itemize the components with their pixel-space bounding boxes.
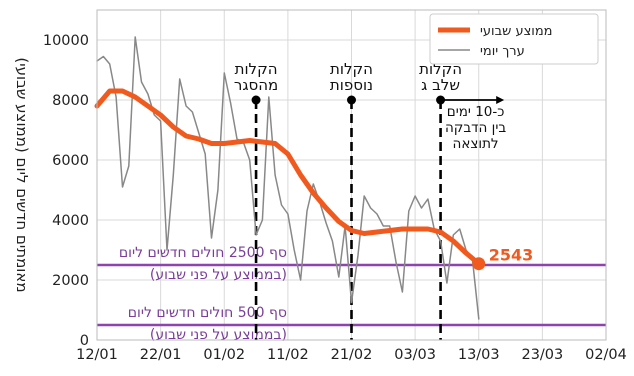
arrow-note-label: בין הדבקה [445,120,506,136]
end-point-marker [472,257,486,271]
event-marker [347,95,356,105]
y-tick-label: 8000 [52,93,89,109]
event-label: הקלות [235,60,278,78]
y-axis-label: מאומתים חדשים ליום (ממוצע שבועי) [13,57,31,292]
y-tick-label: 0 [80,333,89,349]
event-label: הקלות [330,60,373,78]
x-tick-label: 22/01 [140,347,182,363]
threshold-label: סף 500 חולים חדשים ליום [128,305,287,321]
threshold-lines: סף 2500 חולים חדשים ליום (בממוצע על פני ש… [97,245,606,343]
threshold-sublabel: (בממוצע על פני שבוע) [150,267,287,283]
y-tick-label: 6000 [52,153,89,169]
weekly-average-line [94,88,482,267]
event-marker [251,95,261,105]
event-label: נוספות [330,76,373,94]
series-lines [94,36,482,320]
x-tick-label: 01/02 [203,347,245,363]
threshold-label: סף 2500 חולים חדשים ליום [119,245,287,261]
x-tick-label: 11/02 [267,347,309,363]
x-tick-label: 21/02 [331,347,373,363]
legend-entry: ממוצע שבועי [480,24,553,39]
axes: 12/01 22/01 01/02 11/02 21/02 03/03 13/03 23/03… [13,9,627,363]
event-label: שלב ג [421,76,460,94]
daily-value-line [96,36,480,320]
arrow-note-label: לתוצאה [453,136,499,152]
end-point-label: 2543 [489,246,534,265]
event-label: מהסגר [234,76,278,94]
threshold-sublabel: (בממוצע על פני שבוע) [150,327,287,343]
legend-entry: ערך יומי [480,44,525,59]
x-tick-label: 13/03 [458,347,500,363]
event-lines [251,95,446,340]
legend-box [429,13,599,65]
plot-frame [96,9,607,341]
x-tick-label: 03/03 [394,347,436,363]
arrow-head [496,96,505,104]
y-tick-label: 4000 [52,213,89,229]
legend: ממוצע שבועי ערך יומי [429,13,599,65]
arrow-note-label: כ-10 ימים [447,104,505,120]
x-tick-label: 23/03 [521,347,563,363]
x-tick-label: 02/04 [585,347,627,363]
y-tick-label: 2000 [52,273,89,289]
x-tick-label: 12/01 [76,347,118,363]
y-tick-label: 10000 [43,33,89,49]
